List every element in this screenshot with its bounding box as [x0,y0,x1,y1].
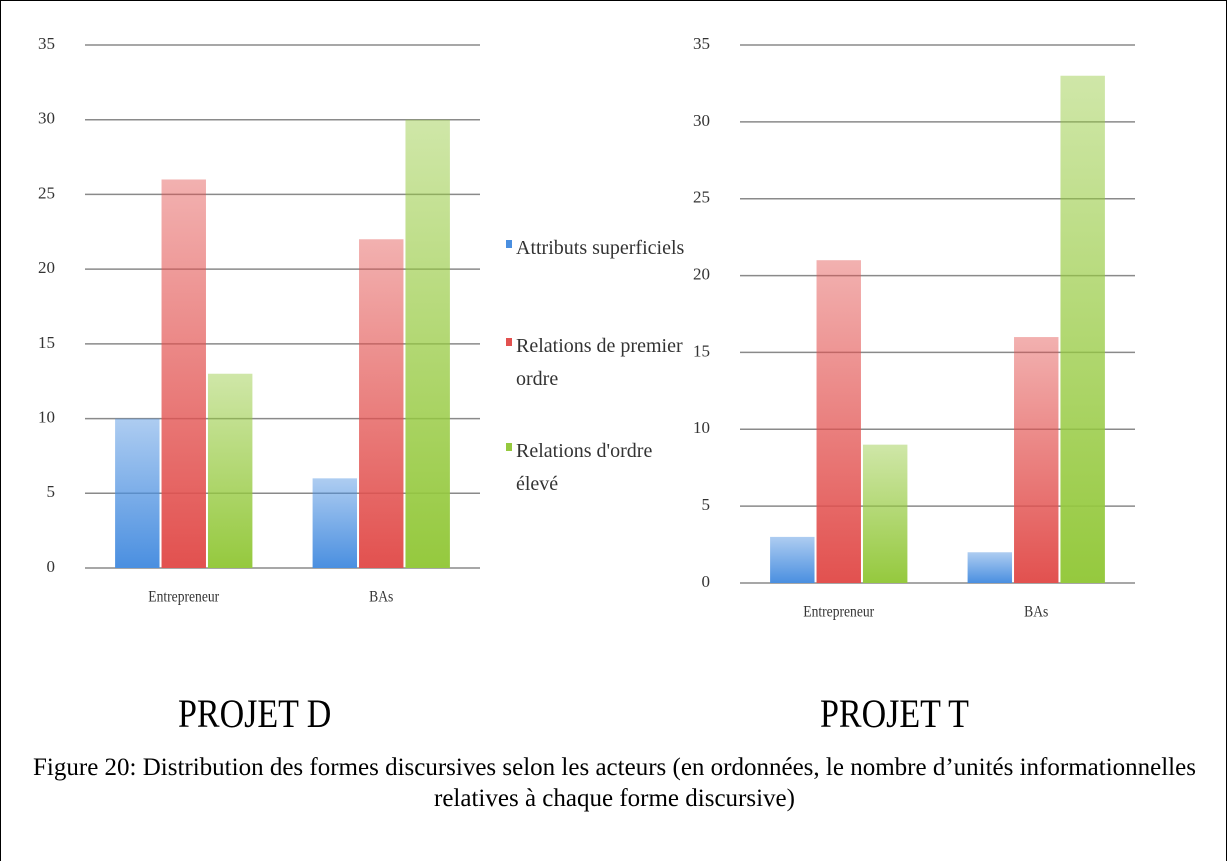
x-tick-label: BAs [1024,604,1048,621]
legend-swatch [506,338,512,346]
y-tick-label: 0 [702,572,711,591]
legend-label: Relations de premier ordre [516,335,683,390]
x-tick-label: Entrepreneur [148,589,219,606]
legend-label: Relations d'ordre élevé [516,440,653,495]
bar [312,478,358,568]
y-tick-label: 30 [693,111,710,130]
y-tick-label: 0 [47,557,56,576]
y-tick-label: 20 [693,264,710,283]
bar [967,552,1013,583]
bar [115,418,160,568]
legend-item: Relations d'ordre élevé [506,435,706,501]
y-tick-label: 5 [47,482,56,501]
legend-item: Relations de premier ordre [506,330,706,396]
y-tick-label: 25 [693,188,710,207]
y-tick-label: 35 [693,34,710,53]
x-tick-label: Entrepreneur [803,604,874,621]
bar [359,239,404,568]
bar [1060,75,1105,583]
y-tick-label: 25 [38,183,55,202]
chart-title: PROJET D [178,691,332,736]
legend-label: Attributs superficiels [516,237,685,259]
bar [1014,337,1059,583]
bar [405,119,450,568]
bar [207,373,253,568]
y-tick-label: 10 [38,407,55,426]
bar [161,179,206,568]
y-tick-label: 15 [38,333,55,352]
y-tick-label: 30 [38,109,55,128]
y-tick-label: 35 [38,34,55,53]
y-tick-label: 20 [38,258,55,277]
legend-item: Attributs superficiels [506,232,706,265]
bar [770,536,815,583]
legend-swatch [506,443,512,451]
bar [816,260,861,583]
chart-title: PROJET T [820,691,969,736]
y-tick-label: 15 [693,341,710,360]
x-tick-label: BAs [369,589,393,606]
y-tick-label: 10 [693,418,710,437]
y-tick-label: 5 [702,495,711,514]
caption: Figure 20: Distribution des formes discu… [33,754,1196,812]
bar [862,444,908,583]
legend-swatch [506,240,512,248]
